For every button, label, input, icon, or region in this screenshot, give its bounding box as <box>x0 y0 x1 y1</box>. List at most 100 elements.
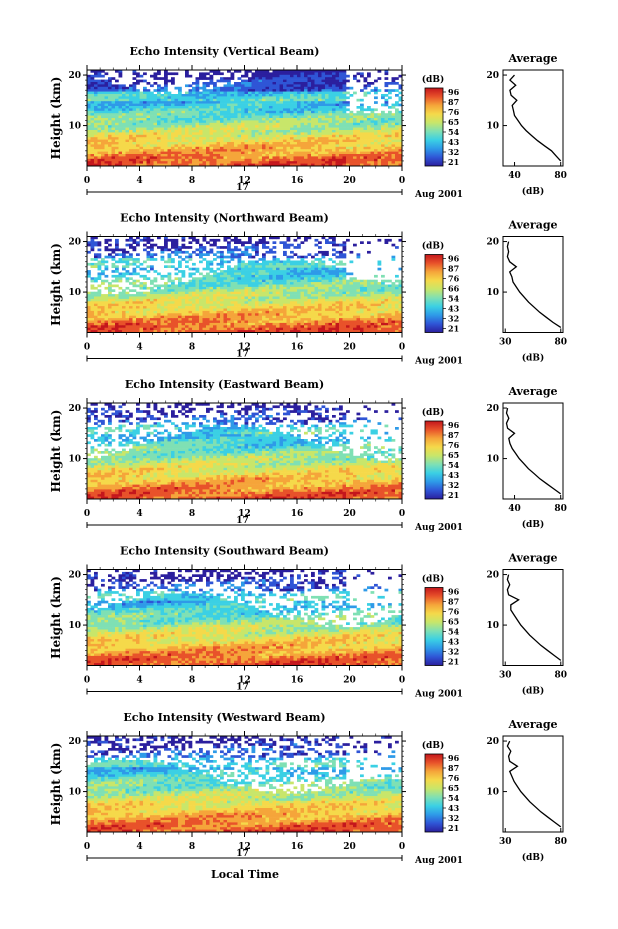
x-tick-label: 4 <box>136 509 142 519</box>
x-tick-label: 4 <box>136 343 142 353</box>
colorbar-tick-label: 76 <box>448 107 460 117</box>
x-axis-label: Local Time <box>211 868 279 881</box>
x-tick-label: 8 <box>189 509 195 519</box>
colorbar-tick-label: 87 <box>448 97 459 107</box>
x-tick-label: 20 <box>343 676 356 686</box>
panel-2: Echo Intensity (Northward Beam) 10 20 Heigh… <box>49 212 567 367</box>
profile-y-tick-label: 20 <box>486 571 499 581</box>
profile-title: Average <box>507 52 557 65</box>
x-tick-label: 0 <box>399 176 405 186</box>
x-tick-label: 20 <box>343 509 356 519</box>
profile-title: Average <box>507 718 557 731</box>
colorbar-tick-label: 76 <box>448 274 460 284</box>
x-tick-label: 0 <box>84 509 90 519</box>
colorbar <box>424 254 444 333</box>
heatmap <box>87 70 403 167</box>
colorbar-label: (dB) <box>422 241 444 252</box>
day-label: 17 <box>236 683 249 693</box>
heatmap <box>87 236 403 333</box>
profile-y-tick-label: 10 <box>486 621 499 631</box>
colorbar-label: (dB) <box>422 574 444 585</box>
x-tick-label: 0 <box>399 676 405 686</box>
colorbar <box>424 420 444 500</box>
x-tick-label: 16 <box>291 176 304 186</box>
profile-x-tick-label: 80 <box>555 671 568 681</box>
colorbar-label: (dB) <box>422 74 444 85</box>
average-profile-line <box>508 74 562 162</box>
y-tick-label: 10 <box>68 455 81 465</box>
x-tick-label: 8 <box>189 343 195 353</box>
profile-y-tick-label: 10 <box>486 788 499 798</box>
profile-x-tick-label: 30 <box>499 837 512 847</box>
y-tick-label: 20 <box>68 737 81 747</box>
profile-x-label: (dB) <box>522 519 544 530</box>
x-tick-label: 16 <box>291 842 304 852</box>
profile-x-tick-label: 30 <box>499 338 512 348</box>
profile-frame <box>502 236 564 333</box>
x-tick-label: 20 <box>343 842 356 852</box>
day-label: 17 <box>236 350 249 360</box>
panel-1: Echo Intensity (Vertical Beam) 10 20 Height… <box>49 45 567 200</box>
y-tick-label: 10 <box>68 788 81 798</box>
x-tick-label: 4 <box>136 176 142 186</box>
x-tick-label: 16 <box>291 343 304 353</box>
colorbar-tick-label: 96 <box>448 753 460 763</box>
profile-x-tick-label: 80 <box>554 171 567 181</box>
colorbar-tick-label: 54 <box>448 294 460 304</box>
x-tick-label: 12 <box>238 842 251 852</box>
y-tick-label: 10 <box>68 621 81 631</box>
colorbar-tick-label: 87 <box>448 597 459 607</box>
colorbar-tick-label: 65 <box>448 117 459 127</box>
y-axis-label: Height (km) <box>49 743 63 826</box>
profile-x-label: (dB) <box>522 186 544 197</box>
colorbar-tick-label: 76 <box>448 773 460 783</box>
colorbar-tick-label: 32 <box>448 480 459 490</box>
colorbar-label: (dB) <box>422 740 444 751</box>
colorbar-tick-label: 66 <box>448 284 460 294</box>
date-label: Aug 2001 <box>414 357 463 367</box>
y-axis-label: Height (km) <box>49 576 63 659</box>
colorbar-tick-label: 32 <box>448 314 459 324</box>
x-tick-label: 0 <box>399 842 405 852</box>
x-tick-label: 20 <box>343 176 356 186</box>
x-tick-label: 0 <box>399 343 405 353</box>
colorbar-tick-label: 76 <box>448 440 460 450</box>
colorbar-tick-label: 96 <box>448 420 460 430</box>
colorbar-tick-label: 43 <box>448 137 460 147</box>
x-tick-label: 8 <box>189 176 195 186</box>
colorbar-tick-label: 21 <box>448 657 459 667</box>
y-tick-label: 20 <box>68 571 81 581</box>
x-tick-label: 16 <box>291 676 304 686</box>
colorbar-tick-label: 43 <box>448 304 460 314</box>
colorbar-label: (dB) <box>422 407 444 418</box>
profile-x-label: (dB) <box>522 852 544 863</box>
date-label: Aug 2001 <box>414 856 463 866</box>
profile-y-tick-label: 20 <box>486 737 499 747</box>
x-tick-label: 16 <box>291 509 304 519</box>
colorbar-tick-label: 21 <box>448 490 459 500</box>
panel-title: Echo Intensity (Vertical Beam) <box>129 45 319 58</box>
profile-title: Average <box>507 219 557 232</box>
x-tick-label: 0 <box>84 176 90 186</box>
profile-x-tick-label: 80 <box>555 837 568 847</box>
colorbar-tick-label: 32 <box>448 813 459 823</box>
y-tick-label: 20 <box>68 404 81 414</box>
heatmap <box>87 736 403 833</box>
average-profile-line <box>506 241 562 328</box>
colorbar-tick-label: 87 <box>448 264 459 274</box>
colorbar <box>424 587 444 666</box>
x-tick-label: 12 <box>238 343 251 353</box>
y-tick-label: 10 <box>68 122 81 132</box>
date-label: Aug 2001 <box>414 190 463 200</box>
colorbar-tick-label: 54 <box>448 793 460 803</box>
profile-x-label: (dB) <box>522 686 544 697</box>
x-tick-label: 12 <box>238 676 251 686</box>
profile-y-tick-label: 10 <box>486 455 499 465</box>
colorbar-tick-label: 96 <box>448 587 460 597</box>
profile-x-tick-label: 40 <box>508 504 521 514</box>
colorbar-tick-label: 76 <box>448 607 460 617</box>
colorbar <box>424 753 444 833</box>
average-profile-line <box>506 574 562 661</box>
colorbar-tick-label: 54 <box>448 460 460 470</box>
